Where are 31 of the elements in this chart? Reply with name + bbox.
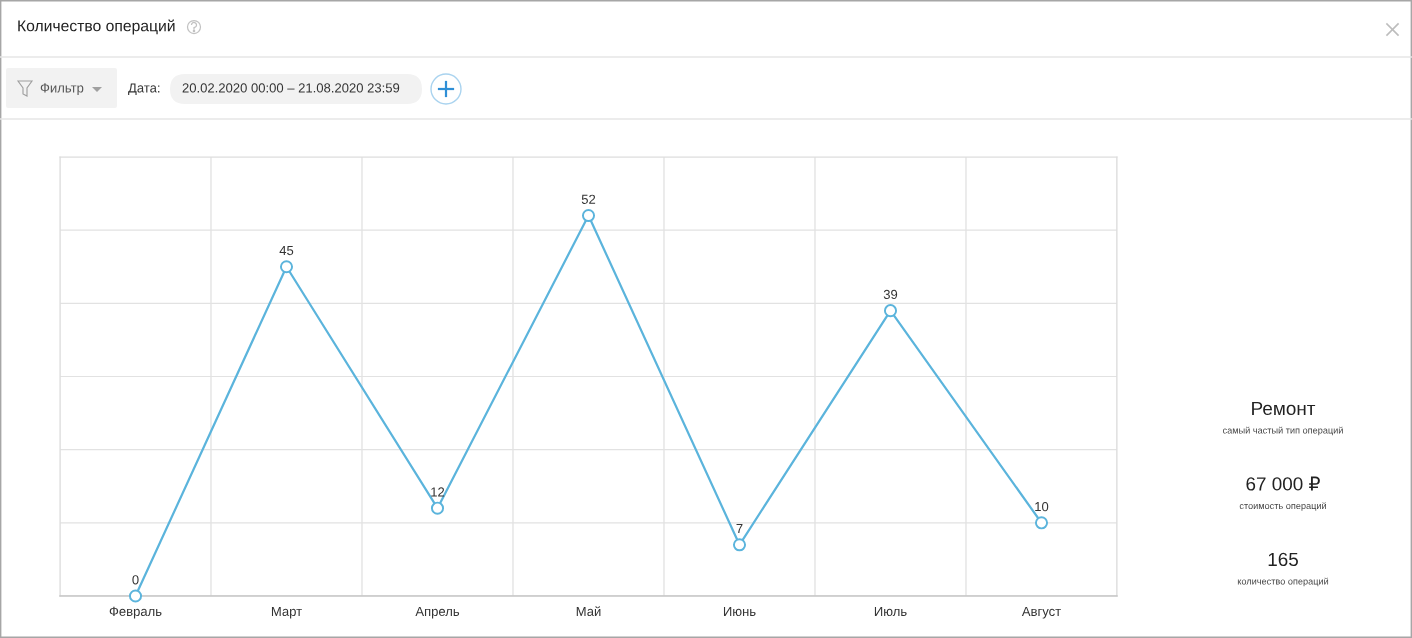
x-tick-label: Май	[576, 606, 601, 617]
text: количество операций	[1237, 577, 1329, 587]
x-tick-label: Апрель	[415, 606, 460, 619]
data-label: 10	[1035, 501, 1049, 512]
data-label: 0	[132, 575, 139, 585]
text: 67 000 ₽	[1246, 476, 1320, 491]
text: Фильтр	[40, 83, 84, 96]
point	[732, 538, 747, 552]
point	[128, 589, 143, 603]
data-label: 52	[581, 194, 596, 204]
text: стоимость операций	[1239, 502, 1326, 511]
chart-title: Количество операций	[18, 19, 175, 35]
point	[1034, 516, 1049, 530]
text: самый частый тип операций	[1222, 426, 1343, 436]
data-label: 45	[279, 246, 294, 256]
point	[581, 209, 596, 223]
x-tick-label: Март	[271, 606, 302, 619]
x-tick-label: Июль	[874, 606, 907, 617]
x-tick-label: Июнь	[723, 606, 756, 617]
x-tick-label: Февраль	[109, 606, 162, 619]
data-label: 7	[736, 524, 743, 534]
text: 165	[1268, 552, 1298, 567]
x-tick-label: Август	[1021, 606, 1061, 619]
text: 20.02.2020 00:00 – 21.08.2020 23:59	[182, 83, 400, 93]
text: Ремонт	[1252, 401, 1316, 416]
text: Дата:	[128, 83, 160, 95]
point	[430, 501, 445, 515]
data-label: 39	[883, 289, 898, 300]
data-label: 12	[431, 487, 445, 497]
point	[279, 260, 294, 274]
point	[883, 304, 898, 318]
